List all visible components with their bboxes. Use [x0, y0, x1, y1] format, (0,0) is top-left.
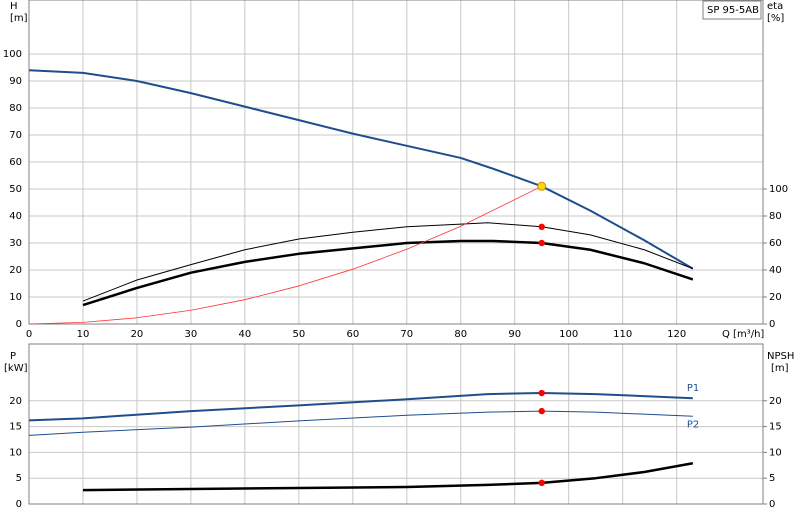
- y-tick-label: 80: [9, 103, 22, 114]
- y-axis-label: H: [10, 1, 18, 12]
- x-axis-label: Q [m³/h]: [722, 329, 764, 340]
- y2-tick-label: 100: [769, 184, 788, 195]
- y-tick-label: 90: [9, 76, 22, 87]
- x-tick-label: 100: [559, 329, 578, 340]
- y-tick-label: 10: [9, 447, 22, 458]
- y2-tick-label: 5: [769, 473, 775, 484]
- duty-point: [537, 181, 547, 191]
- x-tick-label: 90: [508, 329, 521, 340]
- y2-axis-label: eta: [767, 1, 783, 12]
- y2-tick-label: 60: [769, 238, 782, 249]
- x-tick-label: 70: [400, 329, 413, 340]
- y-tick-label: 30: [9, 238, 22, 249]
- x-tick-label: 40: [239, 329, 252, 340]
- y-tick-label: 0: [16, 499, 22, 510]
- duty-point: [538, 479, 545, 487]
- y2-axis-label: NPSH: [767, 351, 794, 362]
- curve: [82, 461, 694, 492]
- title-box: [702, 0, 762, 20]
- y-axis-unit: [kW]: [4, 363, 28, 374]
- y2-tick-label: 0: [769, 319, 775, 330]
- curve: [82, 222, 694, 302]
- y2-axis-unit: [%]: [767, 13, 784, 24]
- y-tick-label: 10: [9, 292, 22, 303]
- series-label: P2: [687, 419, 699, 430]
- x-tick-label: 50: [292, 329, 305, 340]
- duty-point: [538, 239, 545, 247]
- x-tick-label: 10: [77, 329, 90, 340]
- y-tick-label: 60: [9, 157, 22, 168]
- curve: [82, 239, 694, 307]
- x-tick-label: 120: [667, 329, 686, 340]
- y-tick-label: 0: [16, 319, 22, 330]
- y-tick-label: 15: [9, 422, 22, 433]
- y-tick-label: 20: [9, 396, 22, 407]
- y2-tick-label: 20: [769, 396, 782, 407]
- duty-point: [538, 223, 545, 230]
- y-tick-label: 5: [16, 473, 22, 484]
- x-tick-label: 0: [26, 329, 32, 340]
- y-tick-label: 20: [9, 265, 22, 276]
- curve: [28, 185, 542, 325]
- x-tick-label: 80: [454, 329, 467, 340]
- x-tick-label: 60: [346, 329, 359, 340]
- x-tick-label: 110: [613, 329, 632, 340]
- x-tick-label: 20: [131, 329, 144, 340]
- duty-point: [538, 389, 545, 397]
- chart-title: SP 95-5AB: [707, 5, 759, 16]
- duty-point: [538, 407, 545, 415]
- curve: [28, 69, 694, 270]
- y-axis-unit: [m]: [10, 13, 28, 24]
- series-label: P1: [687, 383, 699, 394]
- curve: [28, 410, 693, 436]
- y-tick-label: 40: [9, 211, 22, 222]
- y-axis-label: P: [10, 351, 16, 362]
- y2-axis-unit: [m]: [771, 363, 789, 374]
- y-tick-label: 100: [3, 49, 22, 60]
- y2-tick-label: 40: [769, 265, 782, 276]
- y2-tick-label: 10: [769, 447, 782, 458]
- plot-frame: [28, 0, 764, 325]
- y2-tick-label: 15: [769, 422, 782, 433]
- y2-tick-label: 20: [769, 292, 782, 303]
- plot-frame: [28, 343, 764, 505]
- y-tick-label: 70: [9, 130, 22, 141]
- y2-tick-label: 0: [769, 499, 775, 510]
- x-tick-label: 30: [185, 329, 198, 340]
- y-tick-label: 50: [9, 184, 22, 195]
- curve: [28, 392, 693, 422]
- y2-tick-label: 80: [769, 211, 782, 222]
